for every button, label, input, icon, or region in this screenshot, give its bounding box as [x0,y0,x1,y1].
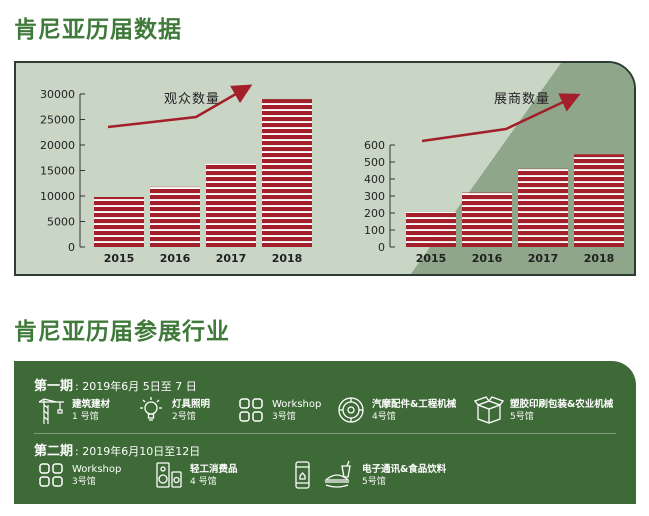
y-tick-label: 0 [378,241,385,254]
y-tick-label: 10000 [40,190,75,203]
industry-item-text: 灯具照明 2号馆 [172,395,210,424]
bar-2018 [262,99,312,247]
bar-2017 [206,163,256,247]
y-tick-label: 25000 [40,114,75,127]
y-tick-label: 0 [68,241,75,254]
y-tick-label: 20000 [40,139,75,152]
industry-name: Workshop [72,464,122,475]
industry-item-text: 轻工消费品 4 号馆 [190,460,238,489]
x-tick-label: 2015 [104,252,135,265]
bar-2015 [406,212,456,247]
industry-item-text: 电子通讯&食品饮料 5号馆 [362,460,446,489]
bar-chart-2: 0 100 200 300 400 500 600 2015 2016 2017 2018 展商数量 [364,92,624,265]
industry-item: 塑胶印刷包装&农业机械 5号馆 [473,395,613,429]
hall-number: 3号馆 [72,477,96,487]
crane-icon [36,395,66,425]
x-tick-label: 2017 [528,252,559,265]
y-tick-label: 30000 [40,88,75,101]
industry-name: 汽摩配件&工程机械 [372,399,457,410]
hall-number: 4号馆 [372,412,396,422]
bar-2016 [462,192,512,247]
industry-name: 轻工消费品 [190,464,238,475]
x-tick-label: 2015 [416,252,447,265]
hall-number: 1 号馆 [72,412,99,422]
y-tick-label: 15000 [40,165,75,178]
y-tick-label: 500 [364,156,385,169]
history-chart-panel: 0 5000 10000 15000 20000 25000 30000 2015 2016 20… [14,61,636,276]
phase-1-date: : 2019年6月 5日至 7 日 [75,380,197,393]
trend-arrow [421,93,581,143]
industry-item: Workshop 3号馆 [236,395,321,429]
y-tick-label: 300 [364,190,385,203]
x-tick-label: 2016 [160,252,191,265]
y-tick-label: 5000 [47,216,75,229]
industry-name: 建筑建材 [72,399,111,410]
speaker-icon [154,460,184,490]
history-title: 肯尼亚历届数据 [14,17,182,43]
bar-2016 [150,186,200,247]
industry-item-text: 建筑建材 1 号馆 [72,395,110,424]
hall-number: 5号馆 [362,477,386,487]
y-tick-label: 600 [364,139,385,152]
hall-number: 5号馆 [510,412,534,422]
x-tick-label: 2017 [216,252,247,265]
bar-2015 [94,197,144,247]
phase-2-date: : 2019年6月10日至12日 [75,445,201,458]
gear-icon [336,395,366,425]
industry-item: 灯具照明 2号馆 [136,395,210,429]
industry-name: Workshop [272,399,322,410]
phase-2-header: 第二期: 2019年6月10日至12日 [34,440,200,459]
y-tick-label: 100 [364,224,385,237]
phase-1-header: 第一期: 2019年6月 5日至 7 日 [34,375,197,394]
industry-item: 汽摩配件&工程机械 4号馆 [336,395,456,429]
x-tick-label: 2018 [584,252,615,265]
hall-number: 2号馆 [172,412,196,422]
x-tick-label: 2018 [272,252,303,265]
grid-icon [36,460,66,490]
industry-name: 灯具照明 [172,399,211,410]
industry-item: 轻工消费品 4 号馆 [154,460,238,494]
chart-title: 展商数量 [494,92,550,107]
chart-title: 观众数量 [164,92,220,107]
phase-divider [34,433,616,434]
bar-2018 [574,154,624,247]
y-tick-label: 200 [364,207,385,220]
industry-name: 塑胶印刷包装&农业机械 [510,399,614,410]
industry-panel: 第一期: 2019年6月 5日至 7 日 第二期: 2019年6月10日至12日… [14,361,636,504]
grid-icon [236,395,266,425]
bar-2017 [518,168,568,247]
hall-number: 3号馆 [272,412,296,422]
industry-item: 建筑建材 1 号馆 [36,395,110,429]
industry-item-text: Workshop 3号馆 [272,395,321,424]
phase-1-label: 第一期 [34,379,74,394]
y-tick-label: 400 [364,173,385,186]
industry-title: 肯尼亚历届参展行业 [14,319,230,345]
box-icon [473,395,505,425]
industry-item: Workshop 3号馆 [36,460,121,494]
industry-name: 电子通讯&食品饮料 [362,464,447,475]
industry-item: 电子通讯&食品饮料 5号馆 [292,460,446,494]
phone-food-icon [292,460,356,490]
bar-chart-1: 0 5000 10000 15000 20000 25000 30000 2015 2016 20… [40,84,312,265]
phase-2-label: 第二期 [34,444,74,459]
industry-item-text: Workshop 3号馆 [72,460,121,489]
industry-item-text: 塑胶印刷包装&农业机械 5号馆 [510,395,613,424]
industry-item-text: 汽摩配件&工程机械 4号馆 [372,395,456,424]
hall-number: 4 号馆 [190,477,217,487]
x-tick-label: 2016 [472,252,503,265]
trend-arrow [107,84,253,129]
lightbulb-icon [136,395,166,425]
